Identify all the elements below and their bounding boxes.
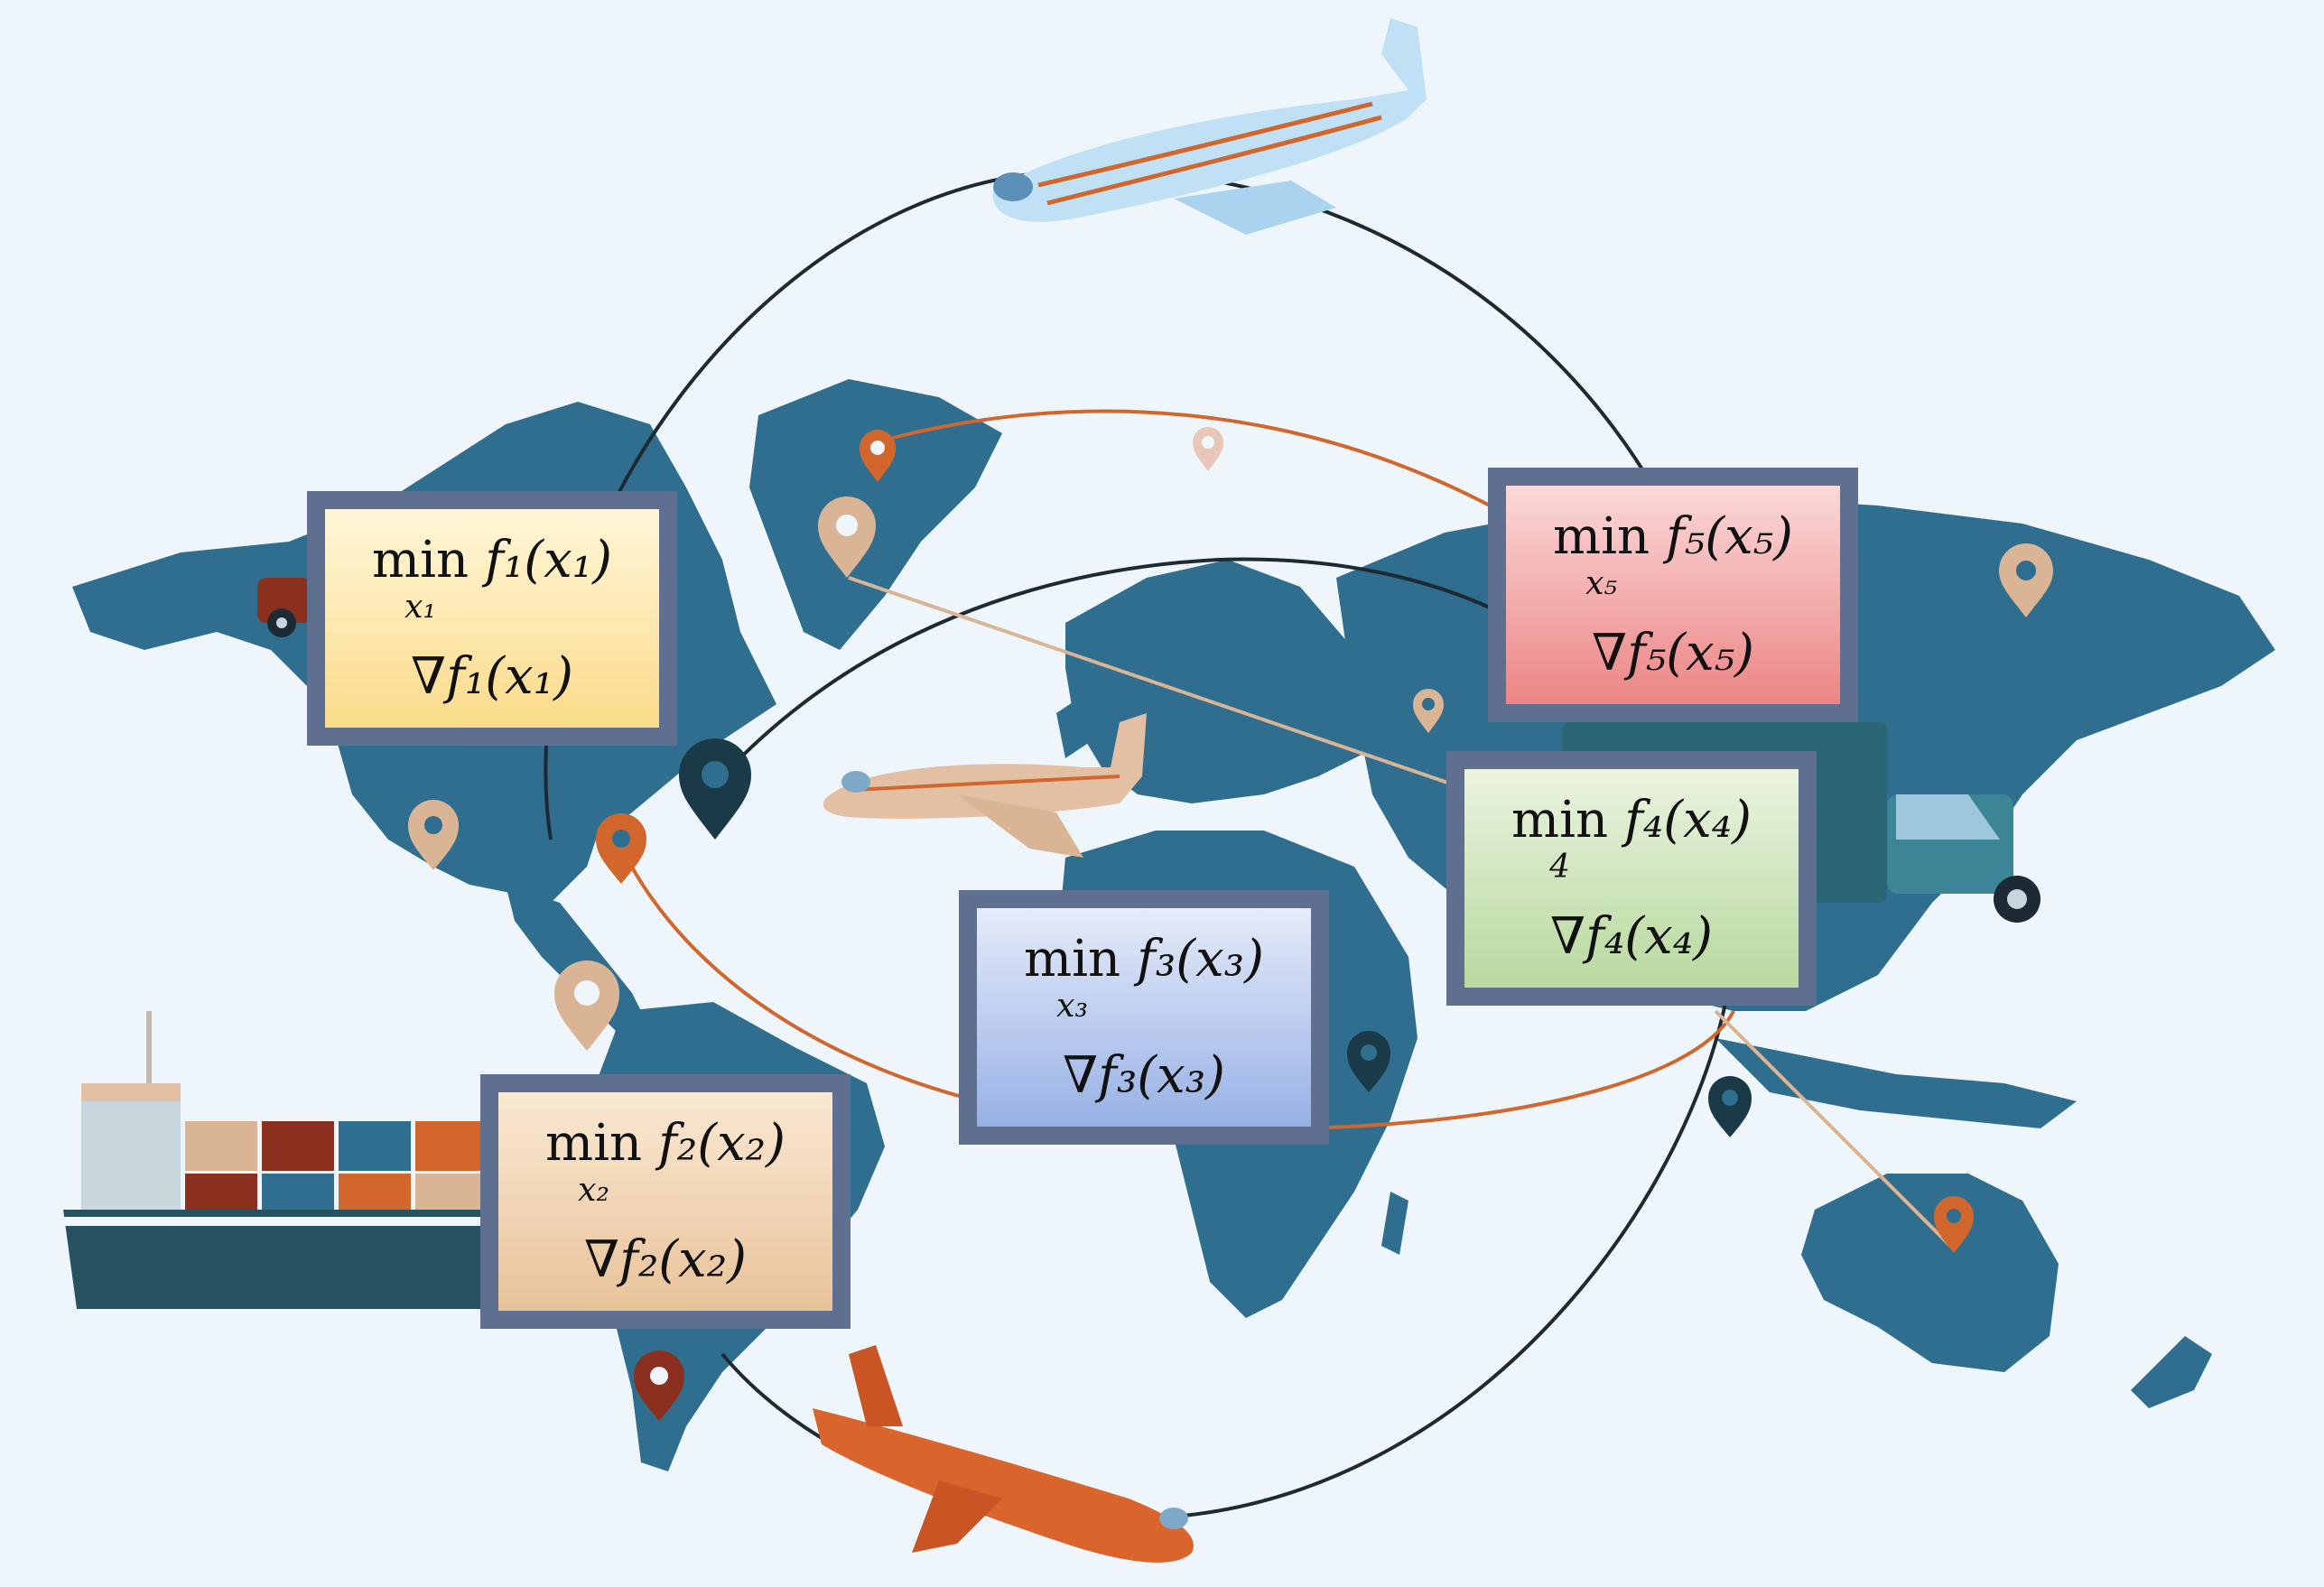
location-pin-icon (1708, 1076, 1752, 1137)
objective-function: f₂(x₂) (658, 1114, 786, 1173)
gradient-expression: ∇f₁(x₁) (410, 647, 573, 706)
objective-function: f₅(x₅) (1666, 507, 1793, 566)
airplane-beige-icon (823, 713, 1147, 858)
agent-4-objective-box: min 4 f₄(x₄) ∇f₄(x₄) (1446, 751, 1817, 1006)
objective-function: f₃(x₃) (1137, 930, 1264, 988)
location-pin-icon (554, 961, 619, 1051)
route-beige-1 (848, 576, 1536, 814)
objective-function: f₁(x₁) (485, 531, 612, 589)
gradient-expression: ∇f₅(x₅) (1591, 624, 1754, 682)
gradient-expression: ∇f₂(x₂) (583, 1230, 747, 1289)
uk (1056, 695, 1092, 758)
airplane-orange-icon (813, 1345, 1194, 1563)
location-pin-icon (634, 1350, 684, 1421)
madagascar (1381, 1192, 1408, 1255)
location-pin-icon (1934, 1196, 1974, 1253)
min-operator: min (372, 531, 469, 589)
agent-1-objective-box: min x₁ f₁(x₁) ∇f₁(x₁) (307, 491, 677, 746)
location-pin-icon (1413, 689, 1444, 733)
min-subscript: x₂ (578, 1172, 609, 1209)
location-pin-icon (679, 738, 751, 840)
agent-2-objective-box: min x₂ f₂(x₂) ∇f₂(x₂) (480, 1074, 851, 1329)
agent-5-objective-box: min x₅ f₅(x₅) ∇f₅(x₅) (1488, 468, 1858, 722)
agent-3-objective-box: min x₃ f₃(x₃) ∇f₃(x₃) (959, 890, 1329, 1145)
location-pin-icon (1193, 427, 1223, 471)
location-pin-icon (1347, 1031, 1390, 1092)
australia (1801, 1174, 2059, 1372)
location-pin-icon (408, 800, 459, 870)
location-pin-icon (1999, 543, 2053, 617)
min-operator: min (1553, 507, 1650, 566)
min-operator: min (1511, 791, 1609, 849)
airplane-light-blue-icon (992, 18, 1427, 235)
location-pin-icon (818, 497, 876, 578)
route-orange-top (875, 409, 1491, 507)
min-operator: min (545, 1114, 643, 1173)
gradient-expression: ∇f₄(x₄) (1549, 907, 1713, 966)
min-subscript: 4 (1549, 849, 1570, 886)
cargo-ship-icon (63, 1011, 483, 1309)
route-dark-inner (720, 557, 1537, 778)
min-subscript: x₃ (1056, 988, 1088, 1025)
southeast-asia-islands (1715, 1038, 2077, 1128)
location-pins (408, 427, 2053, 1421)
europe (1065, 560, 1390, 803)
greenland (749, 379, 1002, 650)
location-pin-icon (596, 813, 646, 884)
route-beige-2 (1714, 1009, 1952, 1248)
location-pin-icon (860, 430, 896, 482)
gradient-expression: ∇f₃(x₃) (1062, 1046, 1225, 1105)
min-subscript: x₅ (1585, 565, 1617, 602)
car-icon (257, 578, 311, 637)
min-operator: min (1024, 930, 1121, 988)
objective-function: f₄(x₄) (1624, 791, 1752, 849)
min-subscript: x₁ (404, 589, 436, 626)
new-zealand (2131, 1336, 2212, 1408)
